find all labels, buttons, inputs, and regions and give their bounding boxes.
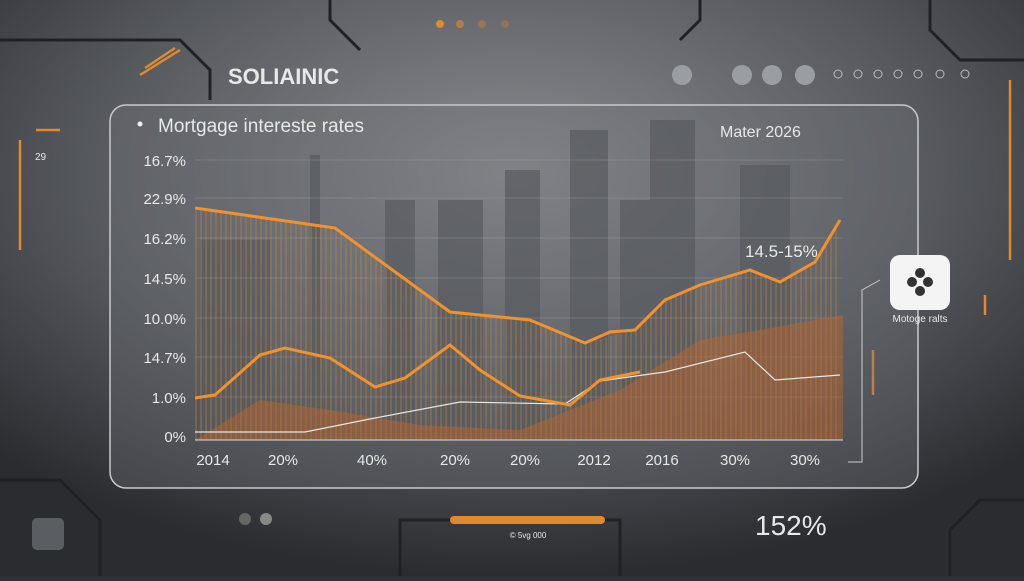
y-label: 14.5%	[143, 271, 186, 288]
x-label: 2014	[196, 452, 229, 469]
side-label: Motoge ralts	[892, 314, 947, 325]
dots	[436, 20, 509, 28]
orange-line-lower	[195, 343, 641, 407]
side-icon	[907, 268, 933, 296]
bullet	[137, 121, 143, 127]
x-label: 40%	[357, 452, 387, 469]
annotation: 14.5-15%	[745, 242, 818, 261]
panel-date: Mater 2026	[720, 124, 801, 141]
brand: SOLIAINIC	[228, 64, 339, 89]
x-label: 20%	[268, 452, 298, 469]
x-label: 20%	[510, 452, 540, 469]
orange-line-upper	[195, 206, 842, 345]
footer-caption: © 5vg 000	[510, 531, 547, 540]
progress-bar	[450, 516, 605, 524]
square-button[interactable]	[32, 518, 64, 550]
toolbar-dots	[833, 69, 970, 79]
footer-value: 152%	[755, 510, 827, 541]
dot-button	[239, 513, 251, 525]
side-card	[890, 255, 950, 310]
dot-button	[260, 513, 272, 525]
x-label: 20%	[440, 452, 470, 469]
panel-title: Mortgage intereste rates	[158, 116, 364, 137]
y-label: 14.7%	[143, 350, 186, 367]
left-number: 29	[35, 152, 47, 163]
orange-area	[195, 315, 843, 440]
plot-area	[195, 206, 843, 440]
orange-accents	[18, 46, 1012, 395]
connector	[848, 279, 881, 463]
y-label: 22.9%	[143, 191, 186, 208]
toolbar-icons[interactable]	[672, 65, 815, 85]
y-label: 16.7%	[143, 153, 186, 170]
y-label: 10.0%	[143, 311, 186, 328]
x-label: 2012	[577, 452, 610, 469]
x-label: 2016	[645, 452, 678, 469]
hatched-area	[195, 208, 840, 440]
x-label: 30%	[790, 452, 820, 469]
y-label: 1.0%	[152, 390, 186, 407]
y-label: 0%	[164, 429, 186, 446]
white-line	[195, 351, 841, 433]
y-label: 16.2%	[143, 231, 186, 248]
x-label: 30%	[720, 452, 750, 469]
texts: SOLIAINIC 29 Mortgage intereste rates Ma…	[35, 64, 948, 541]
